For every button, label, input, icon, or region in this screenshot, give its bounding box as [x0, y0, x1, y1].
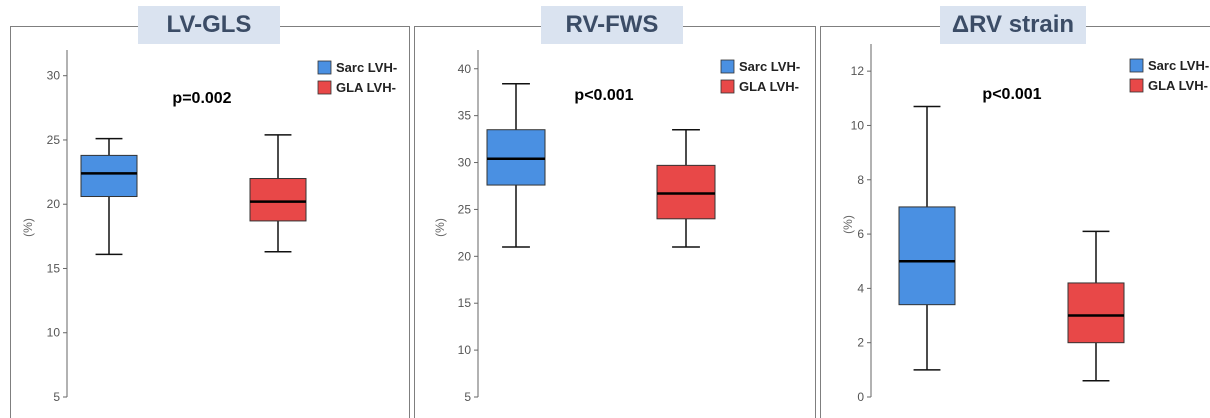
- p-value-annotation: p<0.001: [982, 86, 1041, 103]
- y-axis-label: (%): [433, 218, 447, 237]
- legend-label: GLA LVH-: [336, 80, 396, 95]
- box-iqr: [486, 129, 546, 186]
- y-tick-label: 8: [857, 173, 864, 187]
- y-tick-label: 25: [458, 202, 472, 216]
- y-tick-label: 15: [458, 296, 472, 310]
- y-tick-label: 30: [458, 156, 472, 170]
- y-tick-label: 10: [851, 118, 865, 132]
- chart-panel-delta-rv-strain: [820, 26, 1210, 418]
- y-tick-label: 10: [458, 343, 472, 357]
- y-tick-label: 15: [47, 261, 61, 275]
- box-iqr: [80, 154, 138, 198]
- y-tick-label: 2: [857, 336, 864, 350]
- y-tick-label: 10: [47, 326, 61, 340]
- chart-panel-rv-fws: [414, 26, 816, 418]
- legend-label: GLA LVH-: [1148, 78, 1208, 93]
- legend-label: Sarc LVH-: [739, 59, 800, 74]
- y-axis-label: (%): [841, 215, 855, 234]
- box-iqr: [656, 164, 716, 220]
- legend-label: GLA LVH-: [739, 79, 799, 94]
- y-tick-label: 5: [464, 390, 471, 404]
- legend-swatch: [317, 60, 332, 75]
- y-tick-label: 0: [857, 390, 864, 404]
- legend-label: Sarc LVH-: [1148, 58, 1209, 73]
- y-tick-label: 20: [458, 249, 472, 263]
- legend-swatch: [1129, 78, 1144, 93]
- chart-title-rv-fws: RV-FWS: [541, 6, 683, 44]
- y-tick-label: 5: [53, 390, 60, 404]
- p-value-annotation: p=0.002: [172, 90, 231, 107]
- legend-swatch: [720, 79, 735, 94]
- box-iqr: [1067, 282, 1125, 344]
- p-value-annotation: p<0.001: [574, 87, 633, 104]
- box-iqr: [249, 178, 307, 222]
- y-tick-label: 30: [47, 69, 61, 83]
- box-iqr: [898, 206, 956, 306]
- chart-title-lv-gls: LV-GLS: [138, 6, 280, 44]
- y-tick-label: 20: [47, 197, 61, 211]
- legend-swatch: [317, 80, 332, 95]
- chart-title-delta-rv-strain: ΔRV strain: [940, 6, 1086, 44]
- chart-panel-lv-gls: [10, 26, 410, 418]
- y-tick-label: 40: [458, 62, 472, 76]
- y-tick-label: 6: [857, 227, 864, 241]
- y-tick-label: 12: [851, 64, 865, 78]
- legend-label: Sarc LVH-: [336, 60, 397, 75]
- y-axis-label: (%): [21, 218, 35, 237]
- y-tick-label: 4: [857, 281, 864, 295]
- legend-swatch: [720, 59, 735, 74]
- y-tick-label: 25: [47, 133, 61, 147]
- y-tick-label: 35: [458, 109, 472, 123]
- legend-swatch: [1129, 58, 1144, 73]
